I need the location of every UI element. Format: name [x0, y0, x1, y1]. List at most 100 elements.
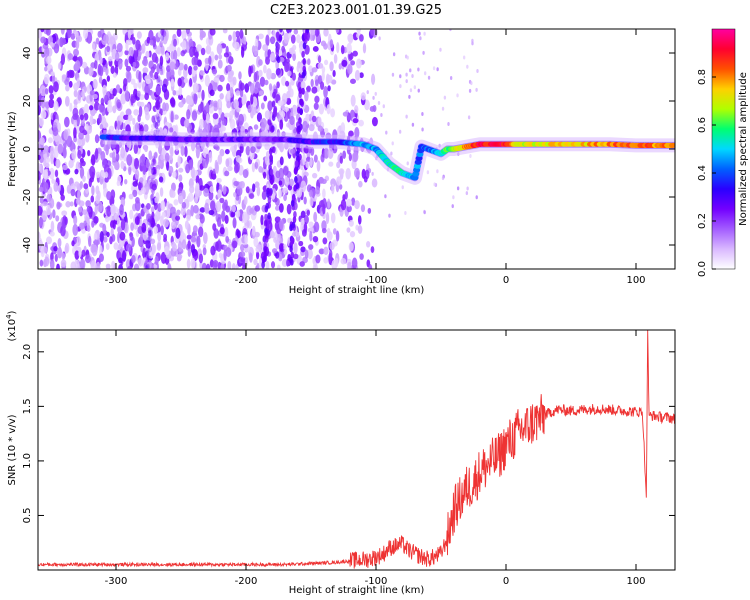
noise-speck: [169, 154, 173, 161]
streak-speck: [294, 160, 299, 168]
noise-speck: [340, 122, 346, 134]
noise-speck: [240, 46, 245, 58]
noise-speck: [399, 74, 402, 79]
noise-speck: [95, 261, 101, 269]
noise-speck: [217, 216, 222, 228]
noise-speck: [118, 264, 123, 269]
noise-speck: [53, 100, 59, 112]
streak-speck: [144, 260, 148, 268]
noise-speck: [361, 168, 366, 179]
noise-speck: [46, 55, 52, 65]
noise-speck: [129, 209, 134, 220]
noise-speck: [418, 31, 421, 36]
noise-speck: [286, 259, 290, 267]
noise-speck: [208, 209, 215, 216]
noise-speck: [40, 36, 47, 44]
noise-speck: [315, 186, 321, 195]
noise-speck: [256, 112, 262, 123]
noise-speck: [262, 171, 267, 179]
streak-speck: [147, 215, 152, 223]
noise-speck: [322, 188, 326, 199]
noise-speck: [156, 168, 160, 176]
noise-speck: [323, 85, 328, 98]
noise-speck: [106, 231, 110, 238]
noise-speck: [335, 29, 340, 34]
noise-speck: [120, 160, 125, 170]
streak-speck: [147, 229, 152, 237]
streak-speck: [162, 29, 166, 36]
noise-speck: [283, 112, 289, 122]
noise-speck: [426, 170, 430, 175]
noise-speck: [183, 119, 190, 128]
noise-speck: [170, 78, 175, 87]
noise-speck: [104, 122, 109, 128]
noise-speck: [185, 163, 191, 174]
noise-speck: [219, 148, 225, 157]
noise-speck: [52, 209, 56, 219]
noise-speck: [231, 262, 236, 269]
noise-speck: [336, 41, 340, 54]
noise-speck: [57, 62, 62, 70]
noise-speck: [405, 72, 408, 77]
noise-speck: [368, 263, 373, 269]
noise-speck: [280, 110, 286, 118]
noise-speck: [357, 225, 363, 234]
noise-speck: [283, 248, 288, 256]
streak-speck: [298, 117, 302, 125]
y-axis-label: SNR (10 * v/v): [7, 414, 18, 485]
noise-speck: [258, 90, 264, 96]
noise-speck: [201, 89, 205, 101]
noise-speck: [219, 197, 225, 204]
noise-speck: [158, 108, 163, 115]
noise-speck: [169, 69, 175, 79]
noise-speck: [330, 178, 337, 187]
noise-speck: [186, 109, 191, 120]
noise-speck: [240, 257, 246, 263]
noise-speck: [128, 55, 133, 64]
streak-speck: [299, 98, 304, 106]
noise-speck: [76, 137, 83, 147]
noise-speck: [50, 145, 55, 155]
noise-speck: [154, 197, 159, 204]
noise-speck: [76, 77, 81, 89]
noise-speck: [39, 259, 44, 267]
noise-speck: [449, 75, 453, 80]
streak-speck: [301, 50, 305, 58]
noise-speck: [327, 198, 331, 209]
noise-speck: [170, 97, 176, 107]
noise-speck: [224, 149, 230, 155]
noise-speck: [176, 46, 181, 57]
noise-speck: [327, 85, 331, 92]
streak-speck: [147, 230, 152, 238]
noise-speck: [45, 236, 52, 245]
streak-speck: [147, 218, 151, 226]
noise-speck: [326, 231, 333, 241]
noise-speck: [132, 36, 136, 45]
noise-speck: [225, 236, 230, 243]
noise-speck: [238, 71, 242, 80]
noise-speck: [62, 164, 68, 171]
ridge-point: [414, 159, 422, 165]
streak-speck: [151, 155, 156, 163]
noise-speck: [325, 212, 330, 224]
noise-speck: [321, 71, 325, 82]
noise-speck: [120, 218, 126, 231]
noise-speck: [299, 261, 305, 267]
noise-speck: [75, 39, 80, 50]
noise-speck: [249, 252, 253, 263]
noise-speck: [292, 105, 297, 115]
noise-speck: [106, 205, 112, 217]
noise-speck: [136, 31, 142, 39]
noise-speck: [340, 199, 347, 211]
noise-speck: [281, 259, 288, 267]
x-tick-label: -100: [365, 275, 388, 286]
noise-speck: [189, 185, 195, 194]
noise-speck: [338, 183, 343, 190]
noise-speck: [254, 205, 261, 212]
noise-speck: [348, 241, 354, 252]
noise-speck: [303, 196, 307, 205]
streak-speck: [272, 146, 276, 154]
noise-speck: [213, 228, 219, 239]
noise-speck: [300, 218, 305, 226]
noise-speck: [79, 222, 85, 230]
